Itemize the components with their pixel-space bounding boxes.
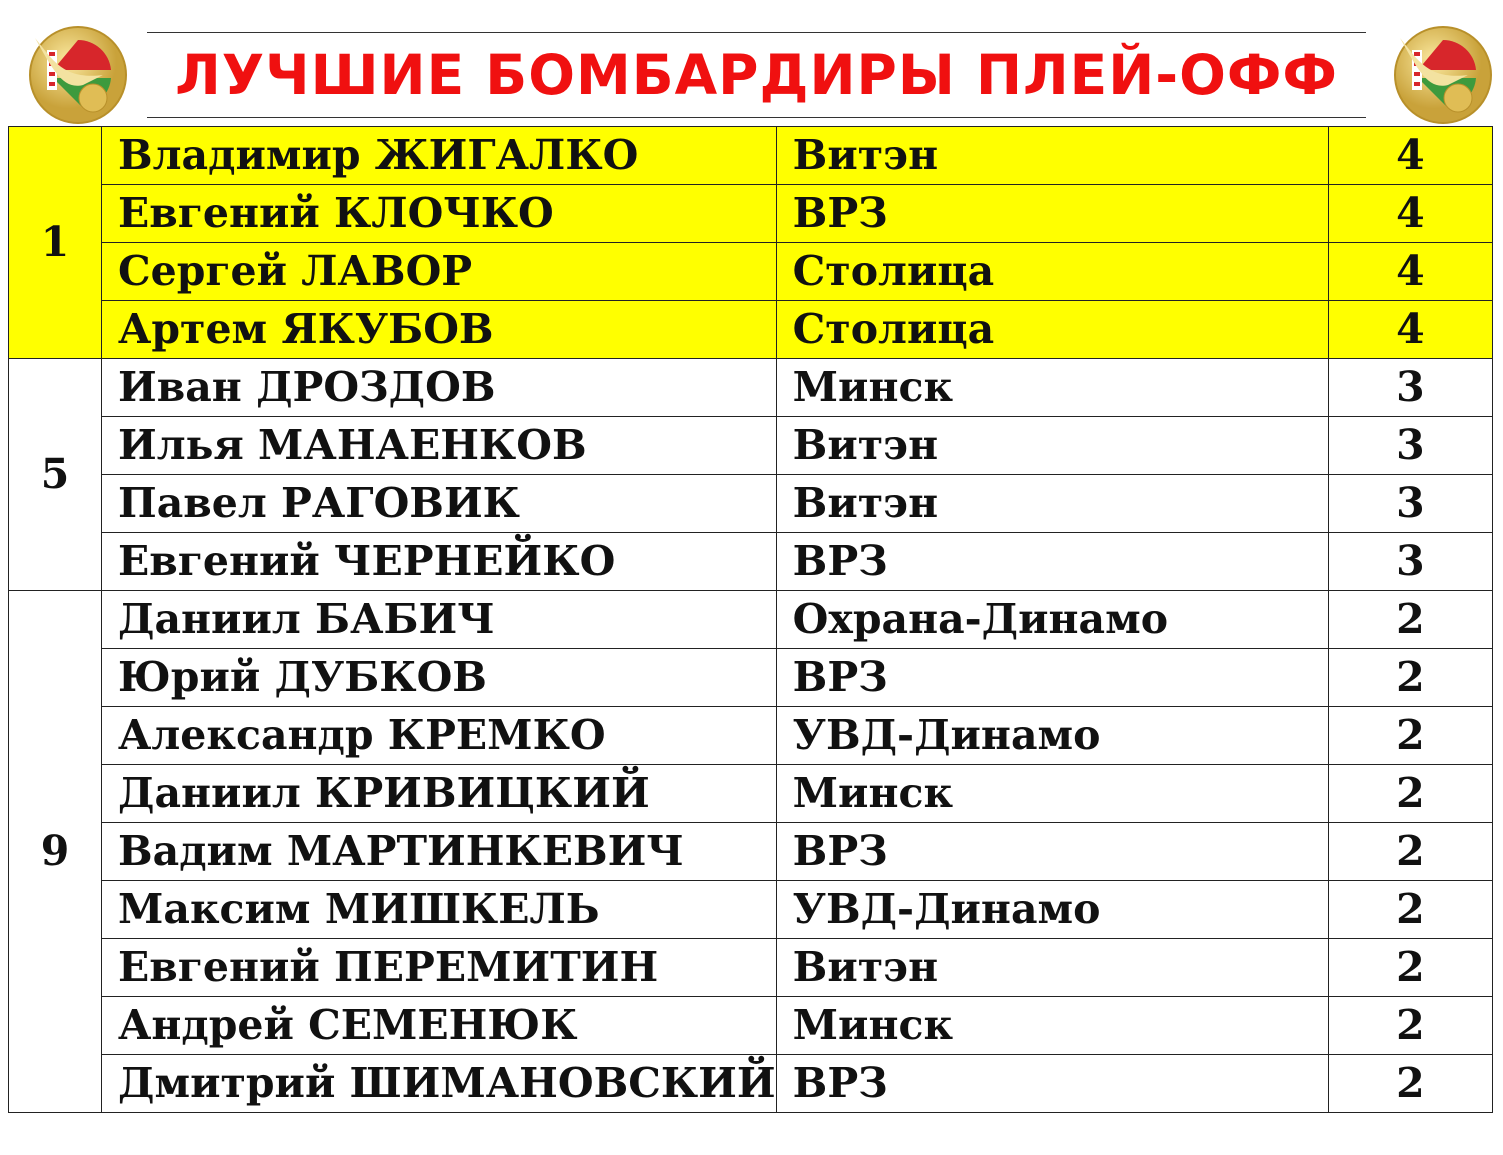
goals-count: 2 <box>1327 880 1494 939</box>
rank-cell: 9 <box>8 590 102 1113</box>
goals-count: 2 <box>1327 938 1494 997</box>
goals-count: 2 <box>1327 764 1494 823</box>
player-name: Андрей СЕМЕНЮК <box>101 996 777 1055</box>
table-row: Александр КРЕМКО УВД-Динамо 2 <box>9 706 1494 765</box>
title-rule-top <box>147 32 1366 33</box>
association-logo-icon <box>29 26 127 124</box>
table-row: 5 Иван ДРОЗДОВ Минск 3 <box>8 358 1494 591</box>
player-name: Максим МИШКЕЛЬ <box>101 880 777 939</box>
player-name: Дмитрий ШИМАНОВСКИЙ <box>101 1054 777 1113</box>
table-row: Вадим МАРТИНКЕВИЧ ВРЗ 2 <box>9 822 1494 881</box>
player-name: Юрий ДУБКОВ <box>101 648 777 707</box>
player-name: Даниил БАБИЧ <box>101 590 777 649</box>
team-name: ВРЗ <box>775 184 1329 243</box>
table-row: Павел РАГОВИК Витэн 3 <box>9 474 1494 533</box>
team-name: Витэн <box>775 474 1329 533</box>
table-row: Даниил КРИВИЦКИЙ Минск 2 <box>9 764 1494 823</box>
player-name: Александр КРЕМКО <box>101 706 777 765</box>
team-name: Витэн <box>775 126 1329 185</box>
team-name: Витэн <box>775 938 1329 997</box>
player-name: Владимир ЖИГАЛКО <box>101 126 777 185</box>
goals-count: 4 <box>1327 242 1494 301</box>
rank-cell: 5 <box>8 358 102 591</box>
team-name: ВРЗ <box>775 1054 1329 1113</box>
scorers-table: 1 Владимир ЖИГАЛКО Витэн 4 Евгений КЛОЧКО ВРЗ… <box>8 126 1494 1113</box>
player-name: Сергей ЛАВОР <box>101 242 777 301</box>
goals-count: 2 <box>1327 996 1494 1055</box>
table-row: 1 Владимир ЖИГАЛКО Витэн 4 <box>8 126 1494 359</box>
goals-count: 2 <box>1327 590 1494 649</box>
team-name: Минск <box>775 358 1329 417</box>
goals-count: 3 <box>1327 474 1494 533</box>
player-name: Павел РАГОВИК <box>101 474 777 533</box>
team-name: Минск <box>775 764 1329 823</box>
table-row: Дмитрий ШИМАНОВСКИЙ ВРЗ 2 <box>9 1054 1494 1113</box>
table-row: Евгений ЧЕРНЕЙКО ВРЗ 3 <box>9 532 1494 591</box>
team-name: ВРЗ <box>775 648 1329 707</box>
goals-count: 2 <box>1327 648 1494 707</box>
player-name: Вадим МАРТИНКЕВИЧ <box>101 822 777 881</box>
player-name: Илья МАНАЕНКОВ <box>101 416 777 475</box>
player-name: Евгений ПЕРЕМИТИН <box>101 938 777 997</box>
table-row: Евгений ПЕРЕМИТИН Витэн 2 <box>9 938 1494 997</box>
goals-count: 2 <box>1327 706 1494 765</box>
goals-count: 2 <box>1327 1054 1494 1113</box>
goals-count: 3 <box>1327 532 1494 591</box>
goals-count: 4 <box>1327 126 1494 185</box>
goals-count: 4 <box>1327 184 1494 243</box>
table-row: Артем ЯКУБОВ Столица 4 <box>9 300 1494 359</box>
goals-count: 3 <box>1327 358 1494 417</box>
table-row: 9 Даниил БАБИЧ Охрана-Динамо 2 <box>8 590 1494 1113</box>
player-name: Евгений КЛОЧКО <box>101 184 777 243</box>
page-title: ЛУЧШИЕ БОМБАРДИРЫ ПЛЕЙ-ОФФ <box>175 43 1338 107</box>
team-name: Минск <box>775 996 1329 1055</box>
table-row: Андрей СЕМЕНЮК Минск 2 <box>9 996 1494 1055</box>
goals-count: 2 <box>1327 822 1494 881</box>
team-name: УВД-Динамо <box>775 880 1329 939</box>
team-name: Охрана-Динамо <box>775 590 1329 649</box>
table-row: Сергей ЛАВОР Столица 4 <box>9 242 1494 301</box>
goals-count: 4 <box>1327 300 1494 359</box>
team-name: Витэн <box>775 416 1329 475</box>
player-name: Артем ЯКУБОВ <box>101 300 777 359</box>
player-name: Евгений ЧЕРНЕЙКО <box>101 532 777 591</box>
player-name: Даниил КРИВИЦКИЙ <box>101 764 777 823</box>
team-name: ВРЗ <box>775 532 1329 591</box>
table-row: Евгений КЛОЧКО ВРЗ 4 <box>9 184 1494 243</box>
team-name: УВД-Динамо <box>775 706 1329 765</box>
player-name: Иван ДРОЗДОВ <box>101 358 777 417</box>
goals-count: 3 <box>1327 416 1494 475</box>
table-row: Юрий ДУБКОВ ВРЗ 2 <box>9 648 1494 707</box>
team-name: Столица <box>775 242 1329 301</box>
team-name: Столица <box>775 300 1329 359</box>
team-name: ВРЗ <box>775 822 1329 881</box>
table-row: Илья МАНАЕНКОВ Витэн 3 <box>9 416 1494 475</box>
title-rule-bottom <box>147 117 1366 118</box>
association-logo-icon <box>1394 26 1492 124</box>
rank-cell: 1 <box>8 126 102 359</box>
table-row: Максим МИШКЕЛЬ УВД-Динамо 2 <box>9 880 1494 939</box>
